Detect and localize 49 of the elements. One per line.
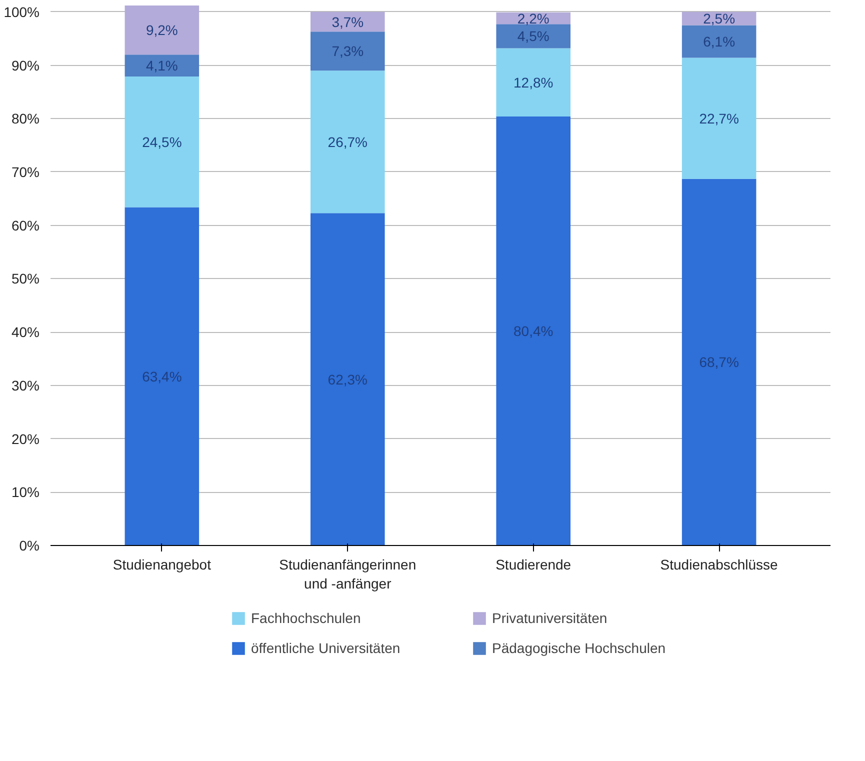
- data-label: 24,5%: [142, 134, 182, 150]
- y-tick-label: 60%: [11, 217, 40, 234]
- y-tick-label: 20%: [11, 430, 40, 447]
- legend-label: öffentliche Universitäten: [251, 640, 402, 656]
- data-label: 4,5%: [517, 28, 550, 44]
- x-tick-label: Studienanfängerinnen und -anfänger: [279, 556, 416, 592]
- y-tick-label: 40%: [11, 324, 40, 340]
- y-tick-label: 100%: [4, 4, 40, 20]
- bar: [124, 76, 200, 208]
- bar: [124, 54, 200, 76]
- data-label: 7,3%: [332, 43, 364, 60]
- bar: [124, 207, 200, 546]
- data-label: 26,7%: [328, 134, 368, 150]
- y-tick-label: 90%: [11, 57, 40, 74]
- y-tick-label: 30%: [11, 377, 40, 394]
- x-tick-label: Studienabschlüsse: [660, 556, 778, 572]
- legend-label: Pädagogische Hochschulen: [492, 640, 667, 656]
- data-label: 2,2%: [517, 10, 550, 26]
- data-label: 22,7%: [699, 110, 739, 126]
- bar: [682, 58, 756, 179]
- legend-label: Fachhochschulen: [251, 610, 362, 626]
- data-label: 80,4%: [514, 322, 554, 339]
- data-label: 6,1%: [703, 34, 736, 50]
- data-label: 63,4%: [142, 368, 182, 384]
- bar: [124, 6, 200, 55]
- bar: [310, 12, 385, 32]
- x-tick-label: Studienangebot: [112, 556, 212, 572]
- legend-label: Privatuniversitäten: [492, 610, 608, 626]
- bar: [496, 24, 570, 48]
- data-label: 3,7%: [332, 14, 364, 30]
- data-label: 62,3%: [328, 371, 368, 388]
- bar: [682, 178, 756, 546]
- bar: [310, 32, 385, 71]
- data-label: 9,2%: [146, 22, 178, 38]
- bar: [682, 25, 756, 58]
- y-tick-label: 70%: [11, 164, 40, 180]
- y-tick-label: 50%: [11, 270, 40, 287]
- x-tick-label: Studierende: [496, 556, 572, 572]
- bar: [310, 213, 385, 546]
- y-tick-label: 10%: [11, 484, 40, 500]
- data-label: 4,1%: [146, 58, 178, 74]
- data-label: 2,5%: [703, 10, 736, 27]
- bar: [496, 48, 570, 116]
- y-tick-label: 0%: [19, 538, 40, 554]
- data-label: 12,8%: [514, 74, 554, 90]
- bar: [310, 70, 385, 214]
- data-label: 68,7%: [699, 354, 739, 370]
- bar: [496, 116, 570, 546]
- y-tick-label: 80%: [11, 110, 40, 127]
